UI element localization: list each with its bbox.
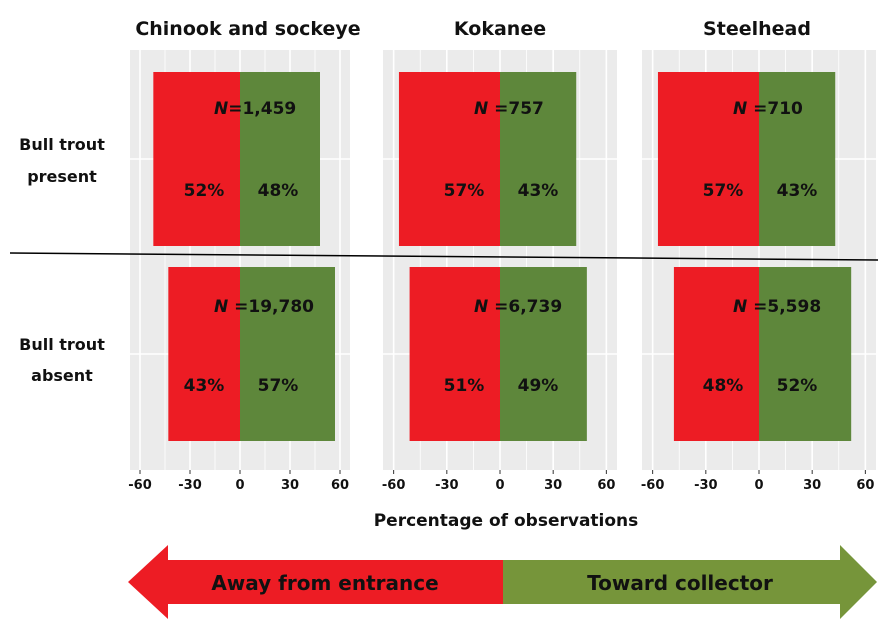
n-value: =710 [747, 99, 803, 119]
column-title: Kokanee [454, 18, 546, 40]
n-symbol: N [214, 99, 228, 119]
x-tick-label: -60 [128, 478, 152, 493]
arrow-right-label: Toward collector [587, 571, 773, 595]
toward-percent-label: 43% [777, 181, 818, 201]
arrow-left-label: Away from entrance [211, 571, 438, 595]
toward-percent-label: 48% [258, 181, 299, 201]
bar-away [409, 267, 500, 441]
row-divider [9, 252, 879, 261]
n-value: =19,780 [228, 297, 314, 317]
toward-percent-label: 43% [518, 181, 559, 201]
x-tick-label: 30 [281, 478, 299, 493]
x-tick-label: 30 [544, 478, 562, 493]
x-tick-label: 60 [597, 478, 615, 493]
n-symbol: N [474, 297, 488, 317]
n-value: =757 [488, 99, 544, 119]
x-tick-label: 0 [754, 478, 763, 493]
x-tick-label: -30 [178, 478, 202, 493]
n-symbol: N [733, 99, 747, 119]
n-value: =6,739 [488, 297, 562, 317]
bar-away [398, 72, 500, 246]
bar-toward [240, 72, 320, 246]
arrow-left-red [128, 545, 503, 619]
bar-away [168, 267, 240, 441]
toward-percent-label: 52% [777, 376, 818, 396]
sample-size-label: N =5,598 [733, 297, 821, 317]
x-tick-label: -30 [435, 478, 459, 493]
row-label: present [27, 167, 97, 186]
bar-away [153, 72, 240, 246]
bar-toward [240, 267, 335, 441]
x-tick-label: 0 [235, 478, 244, 493]
sample-size-label: N =6,739 [474, 297, 562, 317]
away-percent-label: 52% [184, 181, 225, 201]
toward-percent-label: 49% [518, 376, 559, 396]
away-percent-label: 48% [703, 376, 744, 396]
n-symbol: N [733, 297, 747, 317]
row-label: Bull trout [19, 335, 105, 354]
row-label: Bull trout [19, 135, 105, 154]
x-tick-label: 30 [803, 478, 821, 493]
bar-toward [500, 267, 587, 441]
away-percent-label: 57% [703, 181, 744, 201]
bar-away [673, 267, 759, 441]
column-title: Chinook and sockeye [135, 18, 360, 40]
sample-size-label: N=1,459 [214, 99, 296, 119]
x-tick-label: -60 [382, 478, 406, 493]
away-percent-label: 51% [444, 376, 485, 396]
bar-toward [759, 72, 836, 246]
toward-percent-label: 57% [258, 376, 299, 396]
sample-size-label: N =19,780 [214, 297, 314, 317]
bar-away [657, 72, 759, 246]
n-symbol: N [214, 297, 228, 317]
column-title: Steelhead [703, 18, 811, 40]
x-tick-label: -60 [641, 478, 665, 493]
away-percent-label: 57% [444, 181, 485, 201]
n-value: =5,598 [747, 297, 821, 317]
x-axis-title: Percentage of observations [374, 511, 639, 531]
x-tick-label: 0 [495, 478, 504, 493]
row-label: absent [31, 366, 93, 385]
x-tick-label: 60 [331, 478, 349, 493]
sample-size-label: N =710 [733, 99, 803, 119]
direction-arrow: Away from entrance Toward collector [128, 545, 877, 619]
arrow-right-green [503, 545, 877, 619]
bar-toward [500, 72, 577, 246]
away-percent-label: 43% [184, 376, 225, 396]
n-value: =1,459 [228, 99, 296, 119]
x-tick-label: 60 [856, 478, 874, 493]
sample-size-label: N =757 [474, 99, 544, 119]
x-tick-label: -30 [694, 478, 718, 493]
bar-toward [759, 267, 852, 441]
n-symbol: N [474, 99, 488, 119]
